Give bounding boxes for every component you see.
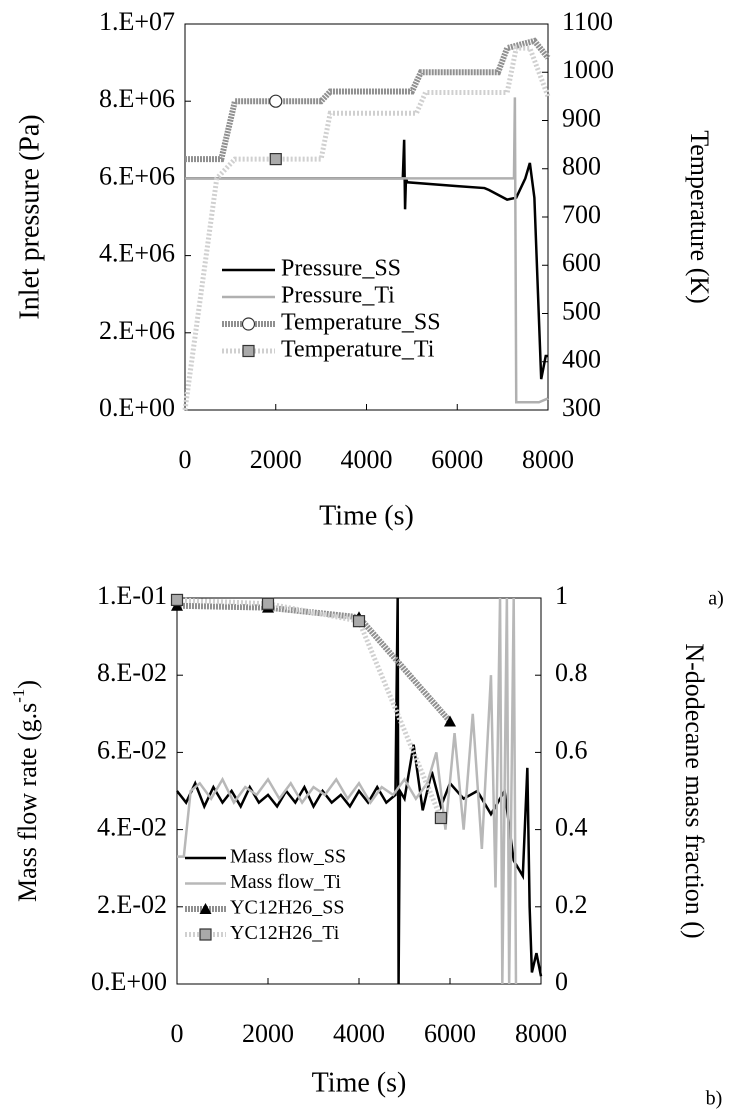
y2-axis-label: Temperature (K): [685, 130, 714, 304]
x-tick-label: 6000: [431, 445, 483, 474]
y2-tick-label: 1100: [562, 7, 613, 36]
legend-label: YC12H26_SS: [230, 897, 344, 919]
legend-marker: [199, 928, 212, 941]
y-tick-label: 0.E+00: [91, 967, 167, 996]
x-tick-label: 4000: [333, 1019, 385, 1048]
chart: 0.E+00 2.E-02 4.E-02 6.E-02 8.E-02 1.E-01 0 0.2…: [9, 581, 722, 1110]
marker: [261, 597, 275, 610]
y2-tick-label: 0.2: [555, 890, 588, 919]
y2-tick-label: 0.6: [555, 735, 588, 764]
y-tick-label: 2.E-02: [97, 890, 167, 919]
legend-label: Pressure_Ti: [281, 283, 395, 309]
y-tick-label: 2.E+06: [99, 316, 175, 345]
y-axis-label-part: Mass flow rate (g.s: [13, 703, 42, 902]
y2-tick-label: 0.4: [555, 813, 588, 842]
y-tick-label: 6.E-02: [97, 735, 167, 764]
series-line: [176, 597, 444, 819]
y2-tick-label: 700: [562, 200, 601, 229]
series-line: [185, 97, 549, 404]
panel-label: a): [708, 588, 724, 610]
y-tick-label: 4.E+06: [99, 239, 175, 268]
y2-tick-label: 500: [562, 296, 601, 325]
legend-label: Mass flow_SS: [230, 846, 346, 868]
y-tick-label: 6.E+06: [99, 161, 175, 190]
series-line: [177, 597, 518, 985]
marker: [269, 153, 282, 166]
legend-marker: [242, 344, 255, 358]
y-axis-label-part: -1: [9, 689, 28, 703]
y-axis-label-part: ): [13, 680, 42, 689]
y2-tick-label: 300: [562, 393, 601, 422]
y-tick-label: 8.E-02: [97, 658, 167, 687]
y-tick-label: 1.E+07: [99, 7, 175, 36]
series-line: [185, 139, 548, 380]
x-tick-label: 2000: [242, 1019, 294, 1048]
series-line: [176, 602, 453, 724]
series-line: [185, 37, 551, 163]
y-tick-label: 1.E-01: [97, 581, 167, 610]
x-tick-label: 8000: [515, 1019, 567, 1048]
panel-label: b): [706, 1088, 723, 1110]
series-line: [182, 45, 551, 411]
legend-label: Temperature_Ti: [281, 337, 435, 363]
x-tick-label: 0: [179, 445, 192, 474]
y2-tick-label: 800: [562, 152, 601, 181]
y-axis-label: Inlet pressure (Pa): [14, 114, 45, 319]
y2-tick-label: 0.8: [555, 658, 588, 687]
chart: 0.E+00 2.E+06 4.E+06 6.E+06 8.E+06 1.E+07 300 4…: [14, 7, 723, 610]
y-tick-label: 4.E-02: [97, 813, 167, 842]
y2-tick-label: 0: [555, 967, 568, 996]
x-tick-label: 8000: [522, 445, 574, 474]
y-tick-label: 8.E+06: [99, 84, 175, 113]
legend-label: Pressure_SS: [281, 256, 401, 282]
x-tick-label: 4000: [341, 445, 393, 474]
y2-tick-label: 400: [562, 345, 601, 374]
marker: [352, 615, 366, 628]
y-axis-label: Mass flow rate (g.s-1): [9, 680, 42, 902]
y-tick-label: 0.E+00: [99, 393, 175, 422]
marker: [170, 593, 184, 607]
legend-marker: [241, 317, 256, 331]
y2-tick-label: 1000: [562, 55, 614, 84]
x-tick-label: 6000: [424, 1019, 476, 1048]
legend-label: Mass flow_Ti: [230, 871, 341, 893]
y2-axis-label: N-dodecane mass fraction (): [680, 643, 709, 938]
y2-tick-label: 600: [562, 248, 601, 277]
y2-tick-label: 900: [562, 103, 601, 132]
y2-tick-label: 1: [555, 581, 568, 610]
marker: [434, 811, 447, 825]
legend-marker: [199, 903, 212, 914]
marker: [444, 715, 456, 727]
x-tick-label: 0: [171, 1019, 184, 1048]
legend-label: YC12H26_Ti: [230, 922, 340, 944]
x-axis-label: Time (s): [319, 500, 414, 531]
x-tick-label: 2000: [250, 445, 302, 474]
legend-label: Temperature_SS: [281, 310, 441, 336]
marker: [269, 94, 283, 108]
x-axis-label: Time (s): [312, 1067, 407, 1098]
